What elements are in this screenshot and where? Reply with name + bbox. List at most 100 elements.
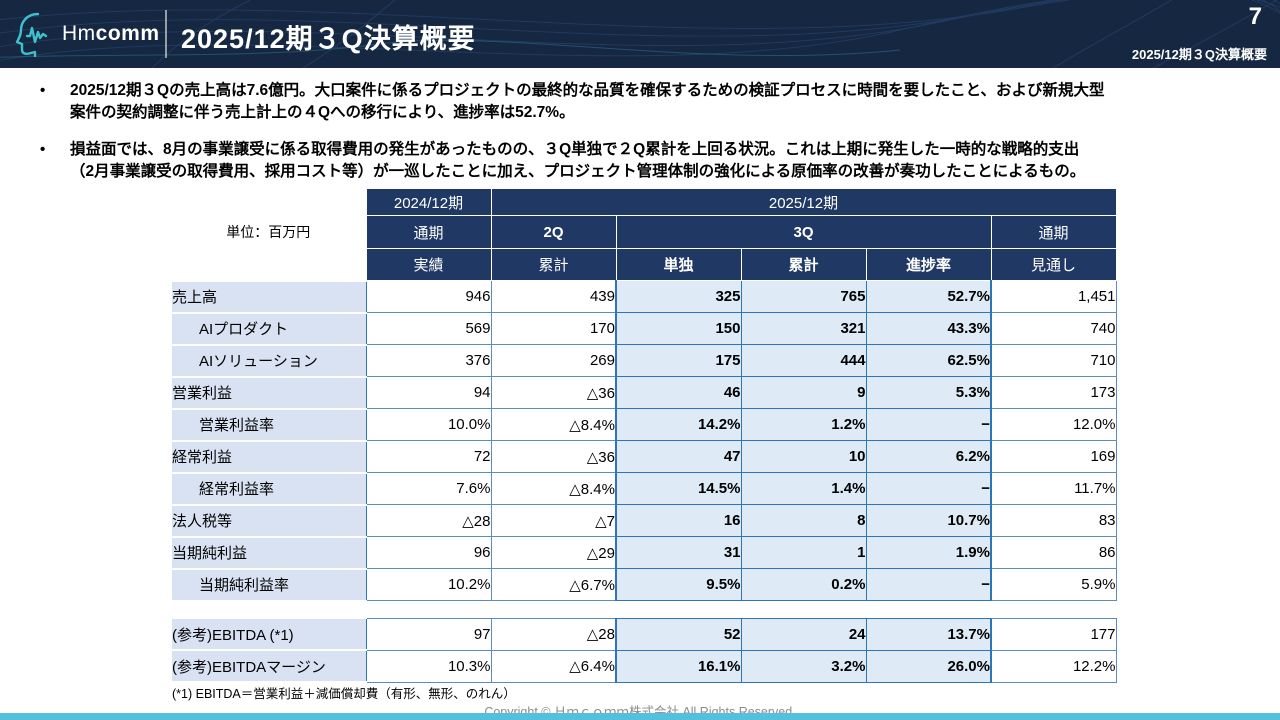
row-label: 営業利益率 [170, 407, 367, 442]
row-label: (参考)EBITDAマージン [170, 649, 367, 683]
financial-table: 2024/12期 2025/12期 単位：百万円 通期 2Q 3Q 通期 実績 累計 単独 累計 進捗… [170, 188, 1117, 602]
table-row: (参考)EBITDA (*1) 97 △28 52 24 13.7% 177 [170, 617, 1117, 651]
header-wave-decoration [0, 0, 1280, 68]
bullet-text: 2025/12期３Qの売上高は7.6億円。大口案件に係るプロジェクトの最終的な品… [70, 82, 1105, 121]
bullet-marker: • [40, 141, 46, 158]
row-label: AIプロダクト [170, 311, 367, 346]
row-label: 法人税等 [170, 503, 367, 538]
value-cell: 740 [990, 312, 1117, 345]
company-logo: Hmcomm [14, 11, 160, 57]
value-cell: 1.9% [865, 536, 992, 569]
value-cell: 569 [365, 312, 492, 345]
value-cell: 16.1% [615, 649, 742, 683]
value-cell: 72 [365, 440, 492, 473]
unit-label: 単位：百万円 [226, 224, 311, 240]
table-row: 当期純利益率 10.2% △6.7% 9.5% 0.2% −5.9% [170, 567, 1117, 602]
value-cell: 6.2% [865, 440, 992, 473]
value-cell: − [865, 472, 992, 505]
row-label: 当期純利益率 [170, 567, 367, 602]
accent-bar [0, 713, 1280, 720]
column-header: 2024/12期 [365, 188, 492, 216]
column-header: 3Q [615, 215, 992, 249]
table-row: 経常利益率 7.6% △8.4% 14.5% 1.4% −11.7% [170, 471, 1117, 506]
header-spacer [171, 189, 366, 216]
column-header: 2Q [490, 215, 617, 249]
header-row: 2024/12期 2025/12期 [171, 188, 1117, 216]
value-cell: 150 [615, 312, 742, 345]
value-cell: 14.5% [615, 472, 742, 505]
value-cell: △7 [490, 504, 617, 537]
value-cell: △8.4% [490, 472, 617, 505]
column-header: 累計 [490, 248, 617, 281]
table-row: AIプロダクト 569 170 150 321 43.3% 740 [170, 311, 1117, 346]
value-cell: 9.5% [615, 568, 742, 601]
value-cell: 26.0% [865, 649, 992, 683]
value-cell: 946 [365, 280, 492, 313]
hmcomm-logo-icon [15, 12, 48, 57]
value-cell: 11.7% [990, 472, 1117, 505]
table-row: 営業利益 94 △36 46 9 5.3% 173 [170, 375, 1117, 410]
column-header: 単独 [615, 248, 742, 281]
row-label: 売上高 [170, 279, 367, 314]
value-cell: 9 [740, 376, 867, 409]
value-cell: 7.6% [365, 472, 492, 505]
summary-bullets: • 2025/12期３Qの売上高は7.6億円。大口案件に係るプロジェクトの最終的… [38, 80, 1258, 198]
value-cell: 83 [990, 504, 1117, 537]
column-header: 進捗率 [865, 248, 992, 281]
financial-table-container: 2024/12期 2025/12期 単位：百万円 通期 2Q 3Q 通期 実績 累計 単独 累計 進捗… [170, 188, 1117, 602]
header-subtitle: 2025/12期３Q決算概要 [1131, 47, 1267, 62]
value-cell: 1.4% [740, 472, 867, 505]
page-number: 7 [1248, 3, 1262, 30]
value-cell: 269 [490, 344, 617, 377]
value-cell: 47 [615, 440, 742, 473]
value-cell: 31 [615, 536, 742, 569]
value-cell: △6.4% [490, 649, 617, 683]
value-cell: 170 [490, 312, 617, 345]
value-cell: 8 [740, 504, 867, 537]
value-cell: 10.7% [865, 504, 992, 537]
value-cell: 765 [740, 280, 867, 313]
value-cell: 86 [990, 536, 1117, 569]
header-spacer [171, 249, 366, 281]
value-cell: 13.7% [865, 617, 992, 651]
row-label: 当期純利益 [170, 535, 367, 570]
page-title: 2025/12期３Q決算概要 [181, 24, 476, 54]
value-cell: 0.2% [740, 568, 867, 601]
value-cell: △28 [365, 504, 492, 537]
value-cell: 439 [490, 280, 617, 313]
value-cell: 710 [990, 344, 1117, 377]
bullet-marker: • [40, 82, 46, 99]
row-label: (参考)EBITDA (*1) [170, 617, 367, 651]
table-row: AIソリューション 376 269 175 444 62.5% 710 [170, 343, 1117, 378]
table-row: 経常利益 72 △36 47 10 6.2% 169 [170, 439, 1117, 474]
table-row: 当期純利益 96 △29 31 1 1.9% 86 [170, 535, 1117, 570]
bullet-item: • 2025/12期３Qの売上高は7.6億円。大口案件に係るプロジェクトの最終的… [38, 80, 1258, 124]
value-cell: 62.5% [865, 344, 992, 377]
value-cell: 97 [365, 617, 492, 651]
table-row: (参考)EBITDAマージン 10.3% △6.4% 16.1% 3.2% 26.0% 12… [170, 649, 1117, 683]
ebitda-table-container: (参考)EBITDA (*1) 97 △28 52 24 13.7% 177 (参考)EBIT… [170, 617, 1117, 683]
footnote: (*1) EBITDA＝営業利益＋減価償却費（有形、無形、のれん） [172, 687, 516, 701]
value-cell: 10.3% [365, 649, 492, 683]
row-label: AIソリューション [170, 343, 367, 378]
logo-wordmark: Hmcomm [62, 22, 160, 45]
value-cell: − [865, 408, 992, 441]
column-header: 累計 [740, 248, 867, 281]
value-cell: 169 [990, 440, 1117, 473]
column-header: 2025/12期 [490, 188, 1117, 216]
row-label: 経常利益率 [170, 471, 367, 506]
column-header: 通期 [990, 215, 1117, 249]
value-cell: △8.4% [490, 408, 617, 441]
value-cell: 12.2% [990, 649, 1117, 683]
value-cell: 444 [740, 344, 867, 377]
value-cell: △6.7% [490, 568, 617, 601]
value-cell: △28 [490, 617, 617, 651]
header-divider [165, 10, 167, 58]
table-row: 法人税等 △28 △7 16 8 10.7% 83 [170, 503, 1117, 538]
value-cell: 173 [990, 376, 1117, 409]
value-cell: 3.2% [740, 649, 867, 683]
row-label: 営業利益 [170, 375, 367, 410]
column-header: 実績 [365, 248, 492, 281]
value-cell: 46 [615, 376, 742, 409]
